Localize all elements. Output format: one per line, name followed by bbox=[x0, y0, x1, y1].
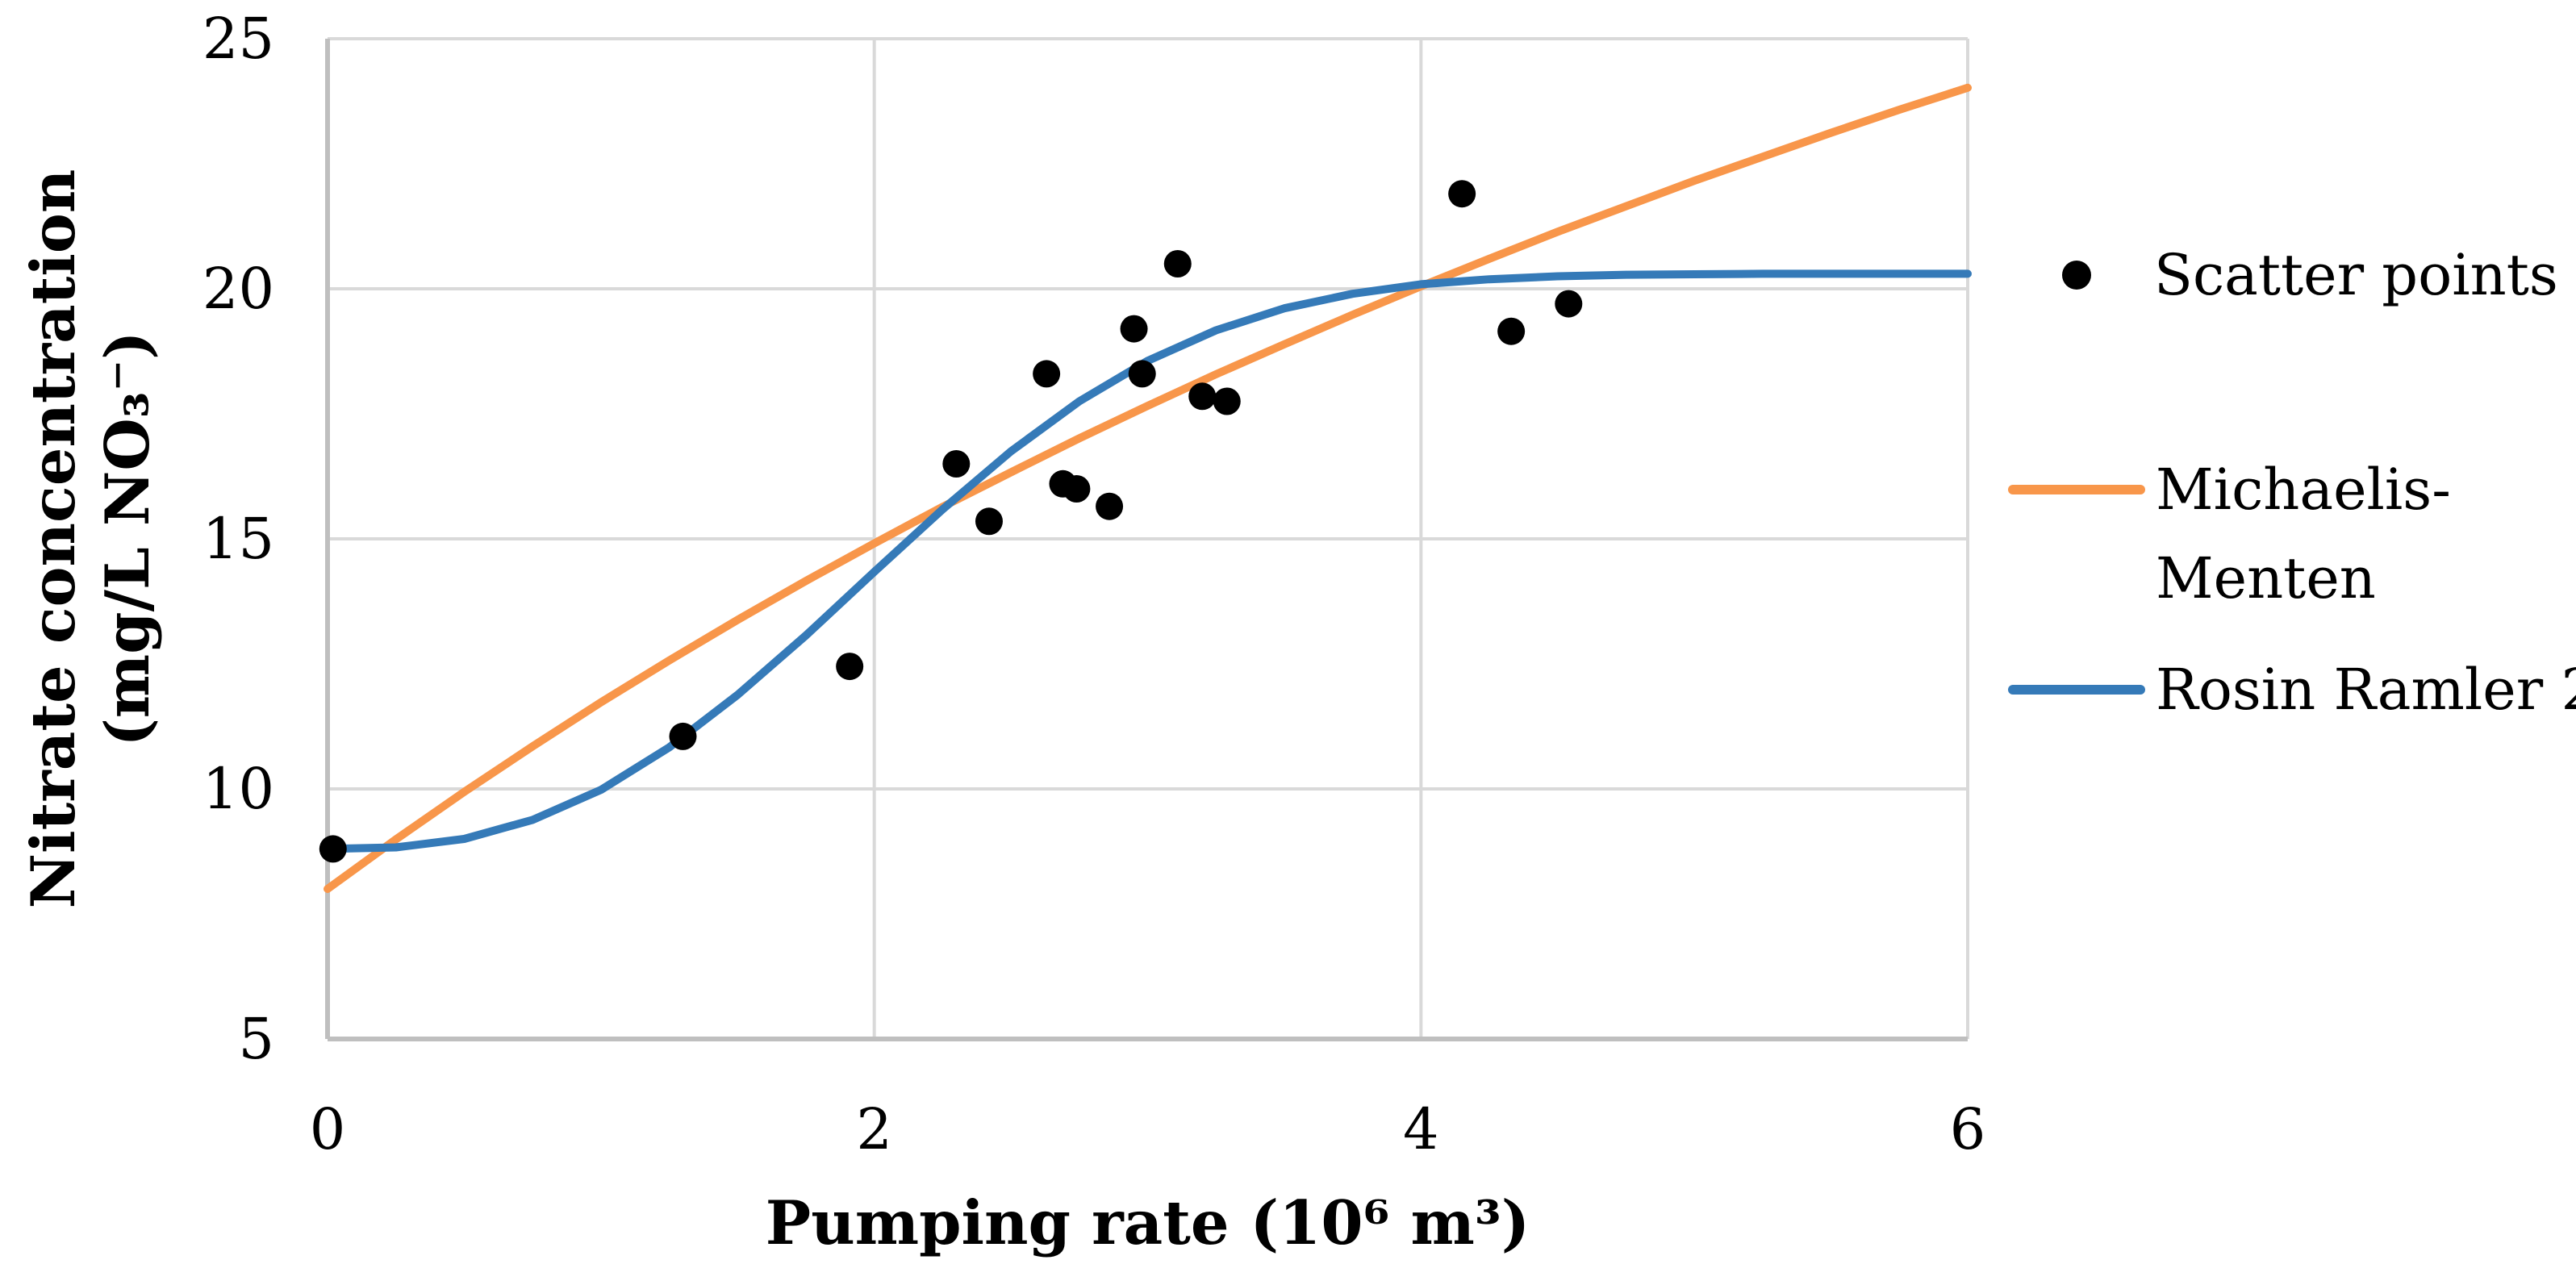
scatter-point bbox=[1448, 180, 1476, 208]
scatter-point bbox=[1555, 290, 1583, 318]
scatter-point bbox=[669, 722, 697, 750]
scatter-point bbox=[1163, 250, 1192, 277]
scatter-point bbox=[836, 653, 864, 681]
curve-michaelis-menten bbox=[324, 83, 1972, 893]
scatter-point bbox=[1128, 360, 1156, 388]
x-axis-title: Pumping rate (10⁶ m³) bbox=[765, 1187, 1530, 1258]
y-tick-label: 5 bbox=[238, 1006, 274, 1072]
y-tick-label: 25 bbox=[202, 6, 274, 72]
y-tick-label: 20 bbox=[202, 256, 274, 322]
x-tick-label: 4 bbox=[1403, 1096, 1439, 1162]
curve-rosin-ramler-2 bbox=[324, 269, 1972, 853]
scatter-point bbox=[319, 835, 347, 863]
rosin-legend-line-icon bbox=[2008, 685, 2145, 695]
x-tick-label: 0 bbox=[310, 1096, 346, 1162]
scatter-point bbox=[1063, 475, 1091, 503]
y-tick-label: 10 bbox=[202, 756, 274, 822]
scatter-point bbox=[942, 450, 971, 478]
michaelis-legend-label: Michaelis- Menten bbox=[2156, 445, 2451, 623]
x-tick-label: 2 bbox=[856, 1096, 892, 1162]
scatter-point bbox=[1096, 492, 1124, 520]
michaelis-legend-label-line2: Menten bbox=[2156, 545, 2376, 611]
scatter-legend-label: Scatter points bbox=[2154, 242, 2558, 308]
michaelis-legend-label-line1: Michaelis- bbox=[2156, 457, 2451, 523]
scatter-point bbox=[1497, 317, 1526, 345]
scatter-point bbox=[1120, 315, 1148, 343]
scatter-point bbox=[1033, 360, 1061, 388]
michaelis-legend-line-icon bbox=[2008, 485, 2145, 494]
rosin-legend-label: Rosin Ramler 2 bbox=[2156, 657, 2576, 723]
x-tick-label: 6 bbox=[1950, 1096, 1986, 1162]
scatter-point bbox=[975, 507, 1003, 536]
scatter-point bbox=[1213, 387, 1241, 415]
scatter-point bbox=[1188, 382, 1217, 411]
y-tick-label: 15 bbox=[202, 506, 274, 572]
scatter-legend-marker-icon bbox=[2062, 261, 2091, 290]
